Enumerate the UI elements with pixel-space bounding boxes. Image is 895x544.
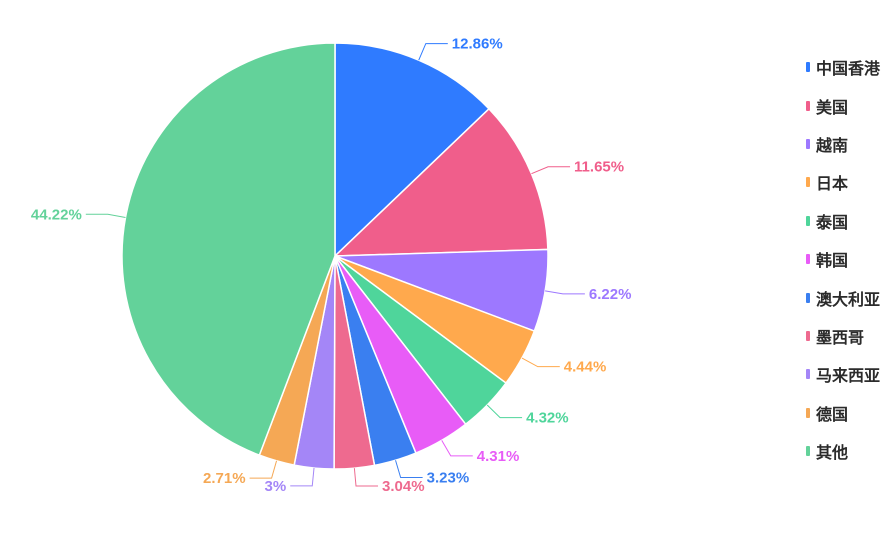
leader-line xyxy=(395,460,423,478)
leader-line xyxy=(290,467,315,487)
leader-line xyxy=(441,440,473,457)
legend-item[interactable]: 墨西哥 xyxy=(806,317,880,355)
data-labels: 12.86% 11.65% 6.22% 4.44% 4.32% 4.31% 3.23%3.0… xyxy=(31,36,632,495)
legend-swatch xyxy=(806,138,810,149)
data-label: 2.71% xyxy=(203,470,246,487)
leader-line xyxy=(85,213,126,219)
data-label: 3.04% xyxy=(382,478,425,495)
leader-line xyxy=(521,357,560,368)
pie-slice xyxy=(334,42,491,258)
leader-line xyxy=(531,166,571,175)
legend-item[interactable]: 韩国 xyxy=(806,240,880,278)
pie-slice xyxy=(333,107,549,257)
legend-item[interactable]: 中国香港 xyxy=(806,48,880,86)
legend-item[interactable]: 澳大利亚 xyxy=(806,278,880,316)
legend-swatch xyxy=(806,446,810,457)
pie-slice xyxy=(121,42,336,457)
data-label: 44.22% xyxy=(31,206,82,223)
data-label: 12.86% xyxy=(452,36,503,53)
legend-swatch xyxy=(806,369,810,380)
data-label: 6.22% xyxy=(589,286,632,303)
legend-swatch xyxy=(806,215,810,226)
leader-line xyxy=(249,460,278,479)
legend-item[interactable]: 马来西亚 xyxy=(806,355,880,393)
legend-item[interactable]: 日本 xyxy=(806,163,880,201)
legend-swatch xyxy=(806,62,810,73)
legend-swatch xyxy=(806,254,810,265)
legend-item[interactable]: 其他 xyxy=(806,432,880,470)
legend-label: 泰国 xyxy=(816,212,849,232)
legend-label: 马来西亚 xyxy=(816,366,881,386)
leader-line xyxy=(545,290,585,295)
data-label: 4.31% xyxy=(477,448,520,465)
data-label: 4.32% xyxy=(526,410,569,427)
legend-item[interactable]: 美国 xyxy=(806,86,880,124)
leader-line xyxy=(486,404,523,419)
legend-label: 韩国 xyxy=(816,251,849,271)
legend-label: 美国 xyxy=(816,97,849,117)
legend-swatch xyxy=(806,330,810,341)
leader-line xyxy=(418,43,448,61)
leader-line xyxy=(353,468,379,487)
legend-label: 德国 xyxy=(816,404,849,424)
legend-label: 中国香港 xyxy=(816,59,881,79)
legend-label: 日本 xyxy=(816,174,849,194)
pie-slices xyxy=(121,42,549,470)
legend-label: 越南 xyxy=(816,135,849,155)
leader-lines xyxy=(85,43,585,487)
legend-label: 墨西哥 xyxy=(816,327,865,347)
chart-legend: 中国香港美国越南日本泰国韩国澳大利亚墨西哥马来西亚德国其他 xyxy=(806,48,880,470)
legend-swatch xyxy=(806,292,810,303)
data-label: 4.44% xyxy=(564,359,607,376)
legend-swatch xyxy=(806,407,810,418)
legend-item[interactable]: 泰国 xyxy=(806,202,880,240)
legend-label: 澳大利亚 xyxy=(816,289,881,309)
legend-item[interactable]: 越南 xyxy=(806,125,880,163)
legend-label: 其他 xyxy=(816,443,849,463)
legend-item[interactable]: 德国 xyxy=(806,394,880,432)
data-label: 3% xyxy=(265,478,287,495)
legend-swatch xyxy=(806,177,810,188)
data-label: 3.23% xyxy=(427,469,470,486)
data-label: 11.65% xyxy=(574,159,624,176)
legend-swatch xyxy=(806,100,810,111)
